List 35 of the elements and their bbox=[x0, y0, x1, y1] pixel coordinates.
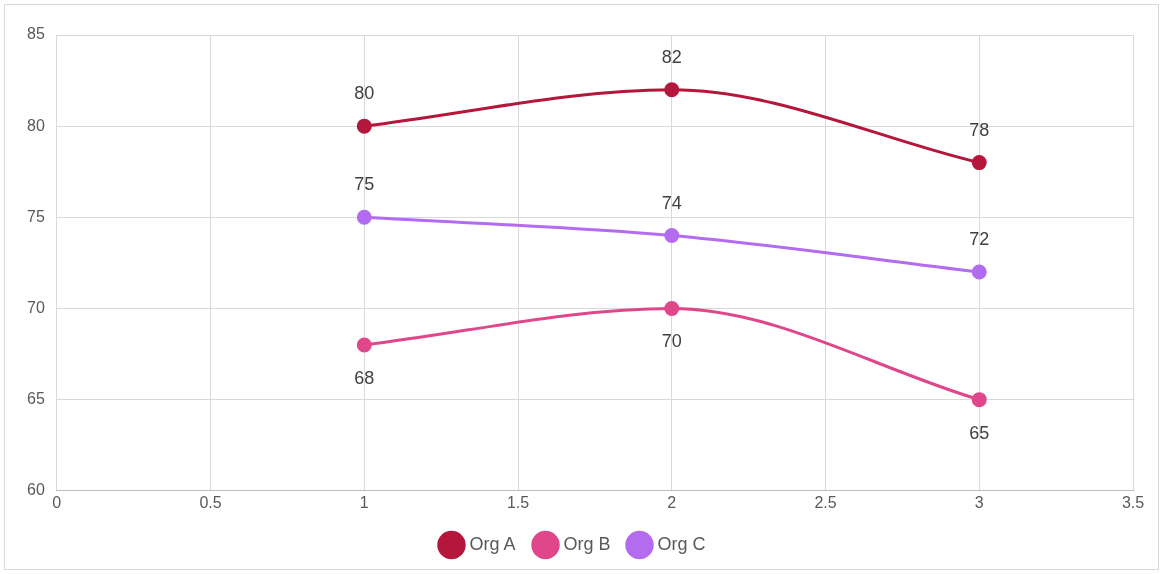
data-label: 72 bbox=[969, 228, 990, 249]
x-tick-label: 2.5 bbox=[814, 493, 837, 511]
data-label: 65 bbox=[969, 422, 990, 443]
data-label: 68 bbox=[354, 367, 375, 388]
point bbox=[971, 155, 987, 171]
point bbox=[356, 209, 372, 225]
y-tick-label: 75 bbox=[27, 207, 45, 225]
data-label: 80 bbox=[354, 83, 375, 104]
data-label: 74 bbox=[661, 192, 682, 213]
data-label: 70 bbox=[661, 331, 682, 352]
point bbox=[356, 118, 372, 134]
point bbox=[664, 228, 680, 244]
y-tick-label: 65 bbox=[27, 390, 45, 408]
data-label: 75 bbox=[354, 174, 375, 195]
legend-label: Org B bbox=[563, 533, 611, 554]
legend-label: Org C bbox=[657, 533, 706, 554]
x-tick-label: 0 bbox=[52, 493, 62, 511]
legend-label: Org A bbox=[469, 533, 516, 554]
x-tick-label: 3.5 bbox=[1121, 493, 1145, 511]
y-tick-label: 85 bbox=[27, 25, 45, 43]
data-label: 78 bbox=[969, 119, 990, 140]
x-tick-label: 2 bbox=[667, 493, 677, 511]
point bbox=[971, 392, 987, 408]
x-tick-label: 3 bbox=[974, 493, 984, 511]
data-label: 82 bbox=[661, 46, 682, 67]
point bbox=[664, 82, 680, 98]
point bbox=[664, 300, 680, 316]
x-tick-label: 1 bbox=[359, 493, 369, 511]
y-tick-label: 60 bbox=[27, 481, 45, 499]
x-tick-label: 1.5 bbox=[506, 493, 530, 511]
x-tick-label: 0.5 bbox=[199, 493, 222, 511]
point bbox=[971, 264, 987, 280]
point bbox=[356, 337, 372, 353]
y-tick-label: 80 bbox=[27, 116, 45, 134]
y-tick-label: 70 bbox=[27, 298, 45, 316]
